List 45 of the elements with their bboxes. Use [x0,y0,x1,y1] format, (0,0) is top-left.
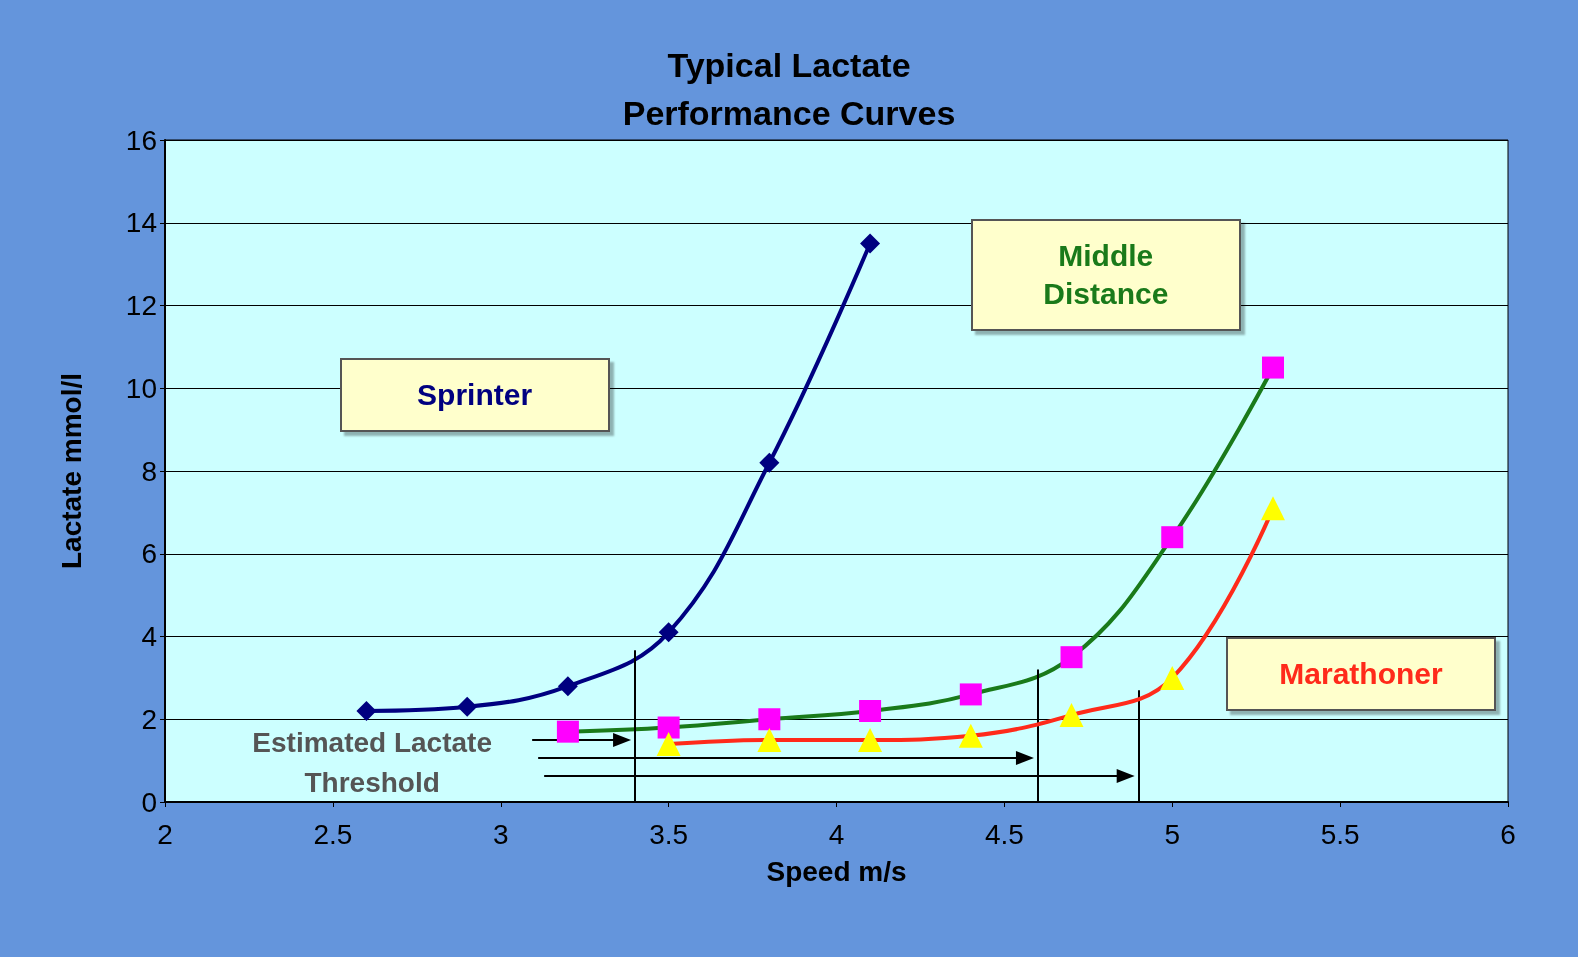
point [958,723,983,748]
x-tick-label: 2.5 [313,818,353,850]
point [356,700,377,721]
point [557,676,578,697]
y-tick-label: 6 [141,538,157,570]
y-tick-label: 14 [125,207,157,239]
point [759,452,780,473]
point [457,696,478,717]
x-tick-label: 4 [828,818,845,850]
y-axis-title: Lactate mmol/l [55,372,87,570]
x-tick-label: 4.5 [984,818,1024,850]
point [656,732,681,757]
point [758,708,781,731]
x-tick-label: 5.5 [1320,818,1360,850]
point [1059,703,1084,728]
x-tick-label: 5 [1164,818,1181,850]
point [1161,526,1184,549]
point [860,233,881,254]
point [1160,665,1185,690]
y-tick-label: 8 [141,455,157,487]
x-axis-title: Speed m/s [766,855,907,887]
y-tick-label: 10 [125,372,157,404]
callout-box: Sprinter [339,358,610,433]
point [1261,356,1284,379]
x-tick-label: 3 [492,818,509,850]
point [959,683,982,706]
point [658,622,679,643]
point [859,699,882,722]
callout-box: Marathoner [1225,636,1496,711]
y-tick-label: 0 [141,786,157,818]
chart-title: Typical Lactate Performance Curves [622,46,956,132]
annotation: Estimated Lactate Threshold [252,726,492,798]
y-tick-label: 12 [125,290,157,321]
point [757,727,782,752]
point [556,720,579,743]
point [1260,496,1285,521]
x-tick-label: 6 [1500,818,1516,850]
y-tick-label: 4 [141,621,157,652]
point [858,727,883,752]
callout-box: Middle Distance [970,219,1241,332]
point [657,716,680,739]
point [1060,646,1083,669]
y-tick-label: 16 [125,124,157,156]
y-tick-label: 2 [141,703,157,735]
x-tick-label: 3.5 [649,818,689,850]
